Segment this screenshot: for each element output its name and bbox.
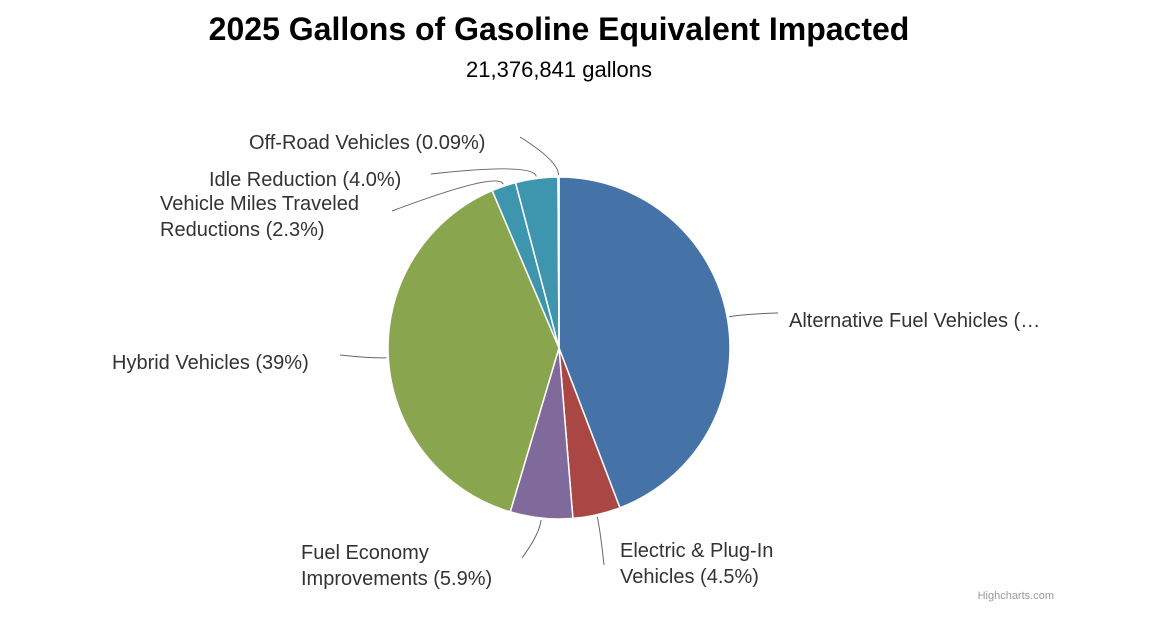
label-connector-4 [391, 180, 504, 212]
label-connector-1 [596, 516, 605, 566]
slice-label-line: Hybrid Vehicles (39%) [112, 352, 309, 374]
slice-label-4: Vehicle Miles Traveled Reductions (2.3%) [160, 193, 359, 241]
slice-labels: Alternative Fuel Vehicles (… Electric & P… [112, 132, 1040, 590]
pie-slice-6[interactable] [557, 176, 560, 349]
label-connectors [339, 136, 779, 566]
credits-link[interactable]: Highcharts.com [978, 590, 1054, 602]
slice-label-6: Off-Road Vehicles (0.09%) [249, 132, 485, 154]
pie-slice-0[interactable] [558, 176, 731, 509]
slice-label-2: Fuel Economy Improvements (5.9%) [301, 542, 492, 590]
slice-label-5: Idle Reduction (4.0%) [209, 169, 401, 191]
slice-label-line: Vehicles (4.5%) [620, 566, 759, 588]
slice-label-line: Electric & Plug-In [620, 540, 773, 562]
label-connector-6 [519, 136, 559, 176]
slice-label-line: Fuel Economy [301, 542, 429, 564]
slice-label-1: Electric & Plug-In Vehicles (4.5%) [620, 540, 773, 588]
slice-label-line: Alternative Fuel Vehicles (… [789, 310, 1040, 332]
slice-label-line: Reductions (2.3%) [160, 219, 325, 241]
pie-slices [387, 176, 731, 520]
label-connector-0 [729, 312, 779, 318]
slice-label-line: Vehicle Miles Traveled [160, 193, 359, 215]
label-connector-2 [521, 520, 542, 559]
pie-slice-3[interactable] [387, 189, 560, 513]
slice-label-line: Improvements (5.9%) [301, 568, 492, 590]
chart-subtitle: 21,376,841 gallons [466, 57, 652, 82]
slice-label-line: Idle Reduction (4.0%) [209, 169, 401, 191]
label-connector-3 [339, 354, 387, 359]
chart-title: 2025 Gallons of Gasoline Equivalent Impa… [209, 11, 910, 47]
slice-label-3: Hybrid Vehicles (39%) [112, 352, 309, 374]
slice-label-0: Alternative Fuel Vehicles (… [789, 310, 1040, 332]
slice-label-line: Off-Road Vehicles (0.09%) [249, 132, 485, 154]
label-connector-5 [430, 168, 537, 177]
